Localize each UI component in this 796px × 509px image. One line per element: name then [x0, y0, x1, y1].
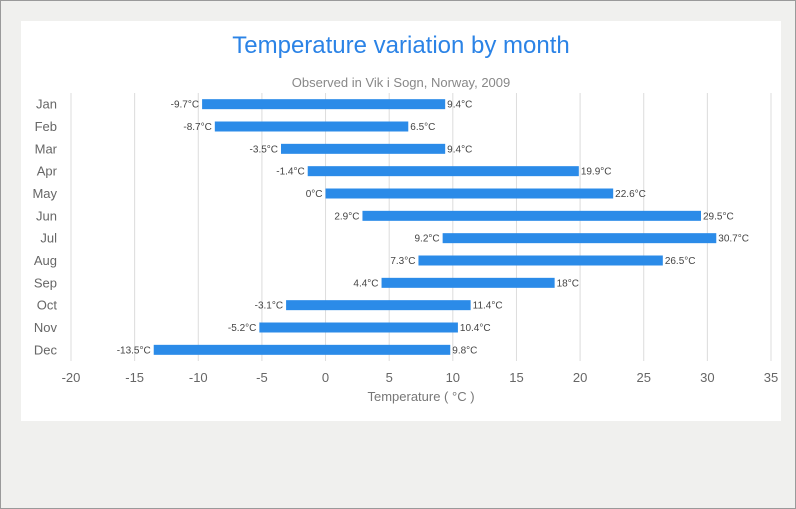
category-labels: Jan Feb Mar Apr May Jun Jul Aug Sep Oct Nov Dec [32, 97, 57, 358]
x-tick-label: 10 [446, 370, 460, 385]
x-tick-label: -5 [256, 370, 268, 385]
category-label: Dec [34, 342, 58, 357]
high-value-label: 19.9°C [581, 167, 612, 178]
low-value-label: 7.3°C [390, 256, 415, 267]
bar [202, 99, 446, 110]
temperature-range-chart: Temperature variation by month Observed … [32, 32, 779, 404]
x-tick-label: -10 [189, 370, 208, 385]
low-value-label: 2.9°C [334, 211, 359, 222]
high-value-label: 9.4°C [447, 144, 472, 155]
bar [381, 277, 555, 288]
x-tick-label: 15 [509, 370, 523, 385]
category-label: Oct [37, 298, 58, 313]
category-label: Aug [34, 253, 57, 268]
category-label: Jun [36, 208, 57, 223]
high-value-label: 22.6°C [615, 189, 646, 200]
bar [442, 233, 717, 244]
low-value-label: 4.4°C [353, 278, 378, 289]
high-value-label: 26.5°C [665, 256, 696, 267]
bar [286, 300, 471, 311]
category-label: Sep [34, 275, 57, 290]
x-tick-label: 5 [386, 370, 393, 385]
bar [325, 188, 614, 199]
high-value-label: 9.8°C [452, 345, 477, 356]
x-tick-label: 35 [764, 370, 778, 385]
x-tick-label: 20 [573, 370, 587, 385]
bar [153, 344, 451, 355]
high-value-label: 11.4°C [473, 301, 503, 312]
bar [214, 121, 409, 132]
x-tick-label: 0 [322, 370, 329, 385]
category-label: Jul [40, 231, 57, 246]
high-value-label: 9.4°C [447, 100, 472, 111]
grid-lines [70, 93, 772, 361]
chart-container: Temperature variation by month Observed … [21, 21, 781, 421]
bar [281, 143, 446, 154]
low-value-label: -5.2°C [228, 323, 256, 334]
low-value-label: -3.5°C [250, 144, 278, 155]
x-axis-title: Temperature ( °C ) [367, 389, 474, 404]
high-value-label: 29.5°C [703, 211, 734, 222]
bar [418, 255, 663, 266]
low-value-label: 0°C [306, 189, 323, 200]
bar [307, 166, 579, 177]
high-value-label: 30.7°C [718, 234, 749, 245]
x-tick-labels: -20 -15 -10 -5 0 5 10 15 20 25 30 35 [62, 370, 779, 385]
chart-title: Temperature variation by month [232, 32, 570, 59]
low-value-label: -3.1°C [255, 301, 283, 312]
category-label: Mar [35, 141, 58, 156]
category-label: Jan [36, 97, 57, 112]
x-tick-label: -15 [125, 370, 144, 385]
low-value-label: -1.4°C [276, 167, 304, 178]
x-tick-label: 25 [636, 370, 650, 385]
low-value-label: -8.7°C [183, 122, 211, 133]
low-value-label: -9.7°C [171, 100, 199, 111]
high-value-label: 18°C [557, 278, 579, 289]
bar [362, 210, 701, 221]
data-labels: -9.7°C 9.4°C -8.7°C 6.5°C -3.5°C 9.4°C -1.4°C 1… [117, 100, 749, 357]
chart-subtitle: Observed in Vik i Sogn, Norway, 2009 [292, 75, 510, 90]
low-value-label: -13.5°C [117, 345, 151, 356]
x-tick-label: 30 [700, 370, 714, 385]
category-label: May [32, 186, 57, 201]
low-value-label: 9.2°C [415, 234, 440, 245]
category-label: Feb [35, 119, 57, 134]
category-label: Nov [34, 320, 58, 335]
category-label: Apr [37, 164, 58, 179]
high-value-label: 6.5°C [410, 122, 435, 133]
bar [259, 322, 458, 333]
high-value-label: 10.4°C [460, 323, 491, 334]
bars [153, 99, 717, 355]
x-tick-label: -20 [62, 370, 81, 385]
